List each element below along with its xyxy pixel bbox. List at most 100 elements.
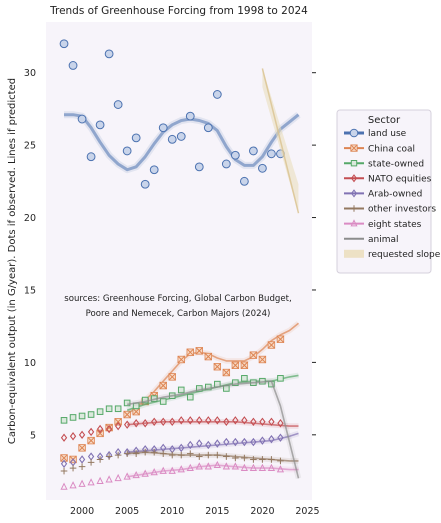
state-owned-point <box>96 408 104 415</box>
other-investors-point <box>205 451 212 459</box>
china-coal-point <box>258 355 267 364</box>
eight-states-point-shape <box>150 468 158 476</box>
other-investors-point-shape <box>78 463 86 470</box>
eight-states-point-shape <box>168 466 176 474</box>
series-other-investors <box>60 448 299 475</box>
arab-owned-point-shape <box>78 455 86 464</box>
eight-states-point-shape <box>222 462 230 470</box>
state-owned-point-shape <box>123 399 131 407</box>
state-owned-point-shape <box>69 414 77 421</box>
land-use-point-shape <box>212 90 222 99</box>
legend-item-requested-slope: requested slope <box>344 249 441 260</box>
legend-marker <box>350 205 358 212</box>
other-investors-point-shape <box>177 451 185 459</box>
land-use-point <box>140 179 150 189</box>
state-owned-point <box>87 411 95 418</box>
eight-states-point-shape <box>249 463 258 471</box>
china-coal-point <box>78 444 86 452</box>
other-investors-point-shape <box>123 450 131 457</box>
other-investors-point-shape <box>250 456 257 463</box>
land-use-point <box>258 163 267 173</box>
china-coal-point-cross <box>258 355 267 364</box>
arab-owned-point <box>241 437 248 447</box>
other-investors-point <box>60 467 68 475</box>
legend-title: Sector <box>368 115 401 126</box>
china-coal-point <box>168 373 176 381</box>
nato-equities-point <box>87 427 95 437</box>
land-use-point <box>203 123 213 133</box>
nato-equities-point-shape <box>160 417 167 426</box>
china-coal-point <box>114 418 122 426</box>
land-use-point <box>158 123 168 133</box>
nato-equities-point-shape <box>214 416 221 425</box>
other-investors-point-shape <box>141 448 149 456</box>
other-investors-point <box>114 451 122 459</box>
land-use-point-shape <box>185 111 195 121</box>
china-coal-point <box>159 381 167 390</box>
china-coal-point <box>186 348 194 356</box>
land-use-point <box>86 152 96 162</box>
nato-equities-point-shape <box>178 416 185 425</box>
china-coal-point <box>204 352 213 361</box>
y-tick-label: 15 <box>24 285 36 296</box>
land-use-point-shape <box>167 134 177 144</box>
other-investors-point <box>87 459 95 466</box>
legend: Sector land use China coal state-owned NATO… <box>336 109 441 274</box>
other-investors-point <box>268 456 275 463</box>
y-tick-label: 25 <box>24 141 36 152</box>
state-owned-point-shape <box>60 417 68 424</box>
eight-states-trend-line <box>127 464 299 478</box>
land-use-point-shape <box>59 39 69 49</box>
china-coal-point <box>195 347 203 355</box>
arab-owned-point <box>259 436 266 445</box>
land-use-point <box>167 134 177 144</box>
other-investors-point <box>123 450 131 457</box>
other-investors-point-shape <box>150 448 158 456</box>
state-owned-point-shape <box>186 393 194 401</box>
nato-equities-point-shape <box>250 417 257 426</box>
land-use-point-shape <box>203 123 213 133</box>
land-use-point <box>212 90 222 99</box>
eight-states-point-shape <box>69 481 77 489</box>
nato-equities-point <box>142 419 149 428</box>
eight-states-point-shape <box>177 465 185 473</box>
legend-marker-shape <box>350 189 358 198</box>
eight-states-point <box>114 473 122 482</box>
nato-equities-point-shape <box>187 416 194 425</box>
arab-owned-point <box>232 437 239 447</box>
china-coal-point <box>87 436 95 445</box>
nato-equities-point-shape <box>151 417 158 426</box>
eight-states-point <box>204 462 212 470</box>
legend-marker-shape <box>349 128 359 138</box>
plot-background <box>46 22 312 500</box>
other-investors-point-shape <box>259 456 266 463</box>
arab-owned-point-shape <box>196 439 203 448</box>
nato-equities-point <box>151 417 158 426</box>
y-tick-label: 30 <box>24 68 36 79</box>
state-owned-point <box>186 393 194 401</box>
other-investors-point-shape <box>205 451 212 459</box>
legend-marker-shape <box>350 160 358 167</box>
eight-states-point <box>240 463 248 471</box>
eight-states-point <box>159 466 167 474</box>
other-investors-point <box>78 463 86 470</box>
arab-owned-point <box>187 440 194 450</box>
eight-states-point-shape <box>87 478 95 486</box>
eight-states-point-shape <box>267 463 276 471</box>
land-use-point-shape <box>113 100 123 109</box>
legend-label: eight states <box>368 220 422 230</box>
china-coal-point <box>123 410 131 419</box>
land-use-point <box>194 162 204 172</box>
animal-trend-line <box>127 380 300 479</box>
china-coal-point <box>249 351 258 359</box>
china-coal-point-cross <box>222 368 230 377</box>
other-investors-point-shape <box>87 459 95 466</box>
legend-marker <box>350 219 358 227</box>
annotation-line-2: Poore and Nemecek, Carbon Majors (2024) <box>86 309 271 319</box>
land-use-point-shape <box>158 123 168 133</box>
state-owned-point-shape <box>96 408 104 415</box>
nato-equities-point-shape <box>268 417 275 426</box>
legend-item-other-investors: other investors <box>344 205 436 215</box>
arab-owned-point-shape <box>268 434 275 444</box>
eight-states-point <box>96 476 104 484</box>
